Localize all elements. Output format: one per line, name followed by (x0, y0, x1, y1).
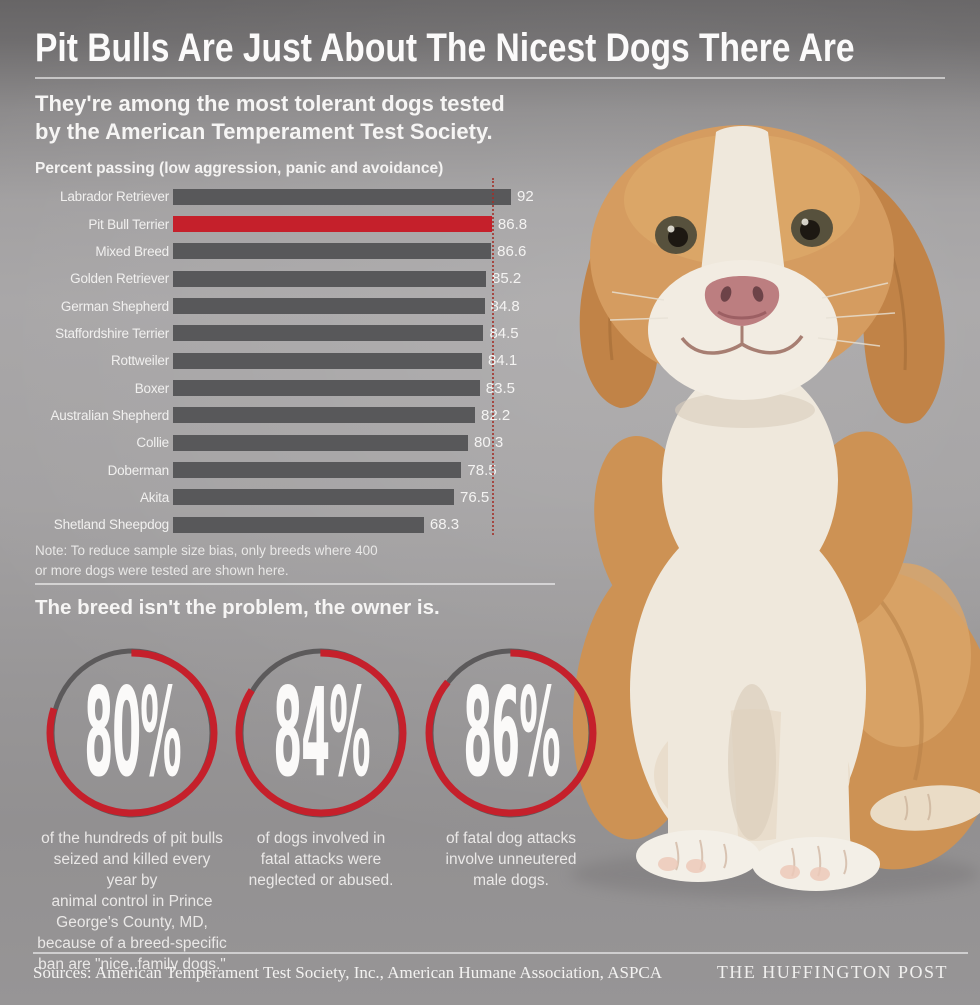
chart-row: Boxer 83.5 (35, 374, 945, 401)
stat-ring: 84% (226, 646, 416, 820)
sources-text: Sources: American Temperament Test Socie… (33, 963, 663, 982)
section-heading: The breed isn't the problem, the owner i… (35, 596, 440, 619)
bar-value: 80.3 (474, 434, 504, 452)
chart-row: Doberman 78.5 (35, 456, 945, 483)
stat-caption: of fatal dog attacks involve unneutered … (445, 830, 577, 889)
bar-label: Shetland Sheepdog (53, 517, 169, 533)
bar-value: 76.5 (460, 488, 490, 506)
chart-note: Note: To reduce sample size bias, only b… (35, 543, 378, 578)
bar-label: Staffordshire Terrier (55, 325, 169, 341)
nose (704, 276, 780, 326)
stat-ring: 86% (416, 646, 606, 820)
chart-row: Rottweiler 84.1 (35, 347, 945, 374)
bar-label: Labrador Retriever (60, 189, 169, 205)
bar-value: 92 (517, 188, 534, 206)
bar (173, 489, 455, 506)
chart-row: Mixed Breed 86.6 (35, 238, 945, 265)
donut-ring-icon (235, 648, 407, 818)
stat-card: 86% of fatal dog attacks involve unneute… (416, 646, 606, 891)
header-divider (35, 77, 945, 79)
chart-row: Pit Bull Terrier 86.8 (35, 210, 945, 237)
bar-label: Australian Shepherd (50, 407, 169, 423)
donut-ring-icon (425, 648, 597, 818)
stat-caption: of the hundreds of pit bulls seized and … (37, 830, 227, 973)
bar-highlighted (173, 216, 492, 233)
chart-row: Golden Retriever 85.2 (35, 265, 945, 292)
footer-divider (33, 952, 968, 954)
chart-row: Labrador Retriever 92 (35, 183, 945, 210)
chart-row: Shetland Sheepdog 68.3 (35, 511, 945, 538)
chart-rows: Labrador Retriever 92 Pit Bull Terrier 86.8… (35, 183, 945, 538)
bar-value: 86.6 (497, 242, 527, 260)
bar-label: Akita (139, 489, 169, 505)
bar (173, 352, 482, 369)
bar (173, 462, 462, 479)
whiskers (609, 282, 896, 347)
bar-value: 78.5 (467, 461, 497, 479)
bar-value: 68.3 (429, 516, 460, 534)
bar (173, 516, 424, 533)
donut-ring-icon (46, 648, 218, 818)
stat-caption: of dogs involved in fatal attacks were n… (248, 830, 394, 889)
stat-ring: 80% (37, 646, 227, 820)
bar-value: 83.5 (485, 379, 515, 397)
bar-label: German Shepherd (60, 298, 169, 314)
chart-row: Collie 80.3 (35, 429, 945, 456)
bar-label: Doberman (107, 462, 170, 478)
bar (173, 434, 468, 451)
bar-label: Rottweiler (110, 353, 169, 369)
intro-text: They're among the most tolerant dogs tes… (35, 91, 505, 144)
bar (173, 325, 484, 342)
bar-label: Collie (136, 435, 169, 451)
bar-label: Boxer (134, 380, 169, 396)
chart-title: Percent passing (low aggression, panic a… (35, 160, 444, 177)
chart-row: Akita 76.5 (35, 484, 945, 511)
bar-chart: Labrador Retriever 92 Pit Bull Terrier 86.8… (35, 178, 945, 538)
eyes (655, 209, 833, 254)
chart-row: Australian Shepherd 82.2 (35, 402, 945, 429)
bar (173, 407, 475, 424)
stat-value: 84% (272, 662, 370, 804)
stat-value: 86% (462, 662, 560, 804)
huffington-post-logo: THE HUFFINGTON POST (716, 962, 948, 982)
bar (173, 270, 487, 287)
chart-row: Staffordshire Terrier 84.5 (35, 320, 945, 347)
puppy-photo (570, 125, 980, 898)
bar-value: 84.8 (490, 297, 520, 315)
section-divider (35, 583, 555, 585)
stat-card: 84% of dogs involved in fatal attacks we… (226, 646, 416, 891)
bar-label: Pit Bull Terrier (88, 216, 169, 232)
bar (173, 298, 485, 315)
bar (173, 188, 511, 205)
stat-value: 80% (83, 662, 181, 804)
bar-value: 82.2 (480, 406, 511, 424)
bar-value: 86.8 (497, 215, 528, 233)
bar-value: 84.5 (489, 324, 519, 342)
bar (173, 243, 492, 260)
stat-card: 80% of the hundreds of pit bulls seized … (37, 646, 227, 975)
reference-line (491, 178, 494, 535)
bar-label: Golden Retriever (70, 271, 169, 287)
chart-row: German Shepherd 84.8 (35, 292, 945, 319)
bar-value: 85.2 (492, 270, 522, 288)
bar-value: 84.1 (487, 352, 518, 370)
page-title: Pit Bulls Are Just About The Nicest Dogs… (35, 26, 855, 70)
bar-label: Mixed Breed (95, 243, 169, 259)
bar (173, 380, 480, 397)
